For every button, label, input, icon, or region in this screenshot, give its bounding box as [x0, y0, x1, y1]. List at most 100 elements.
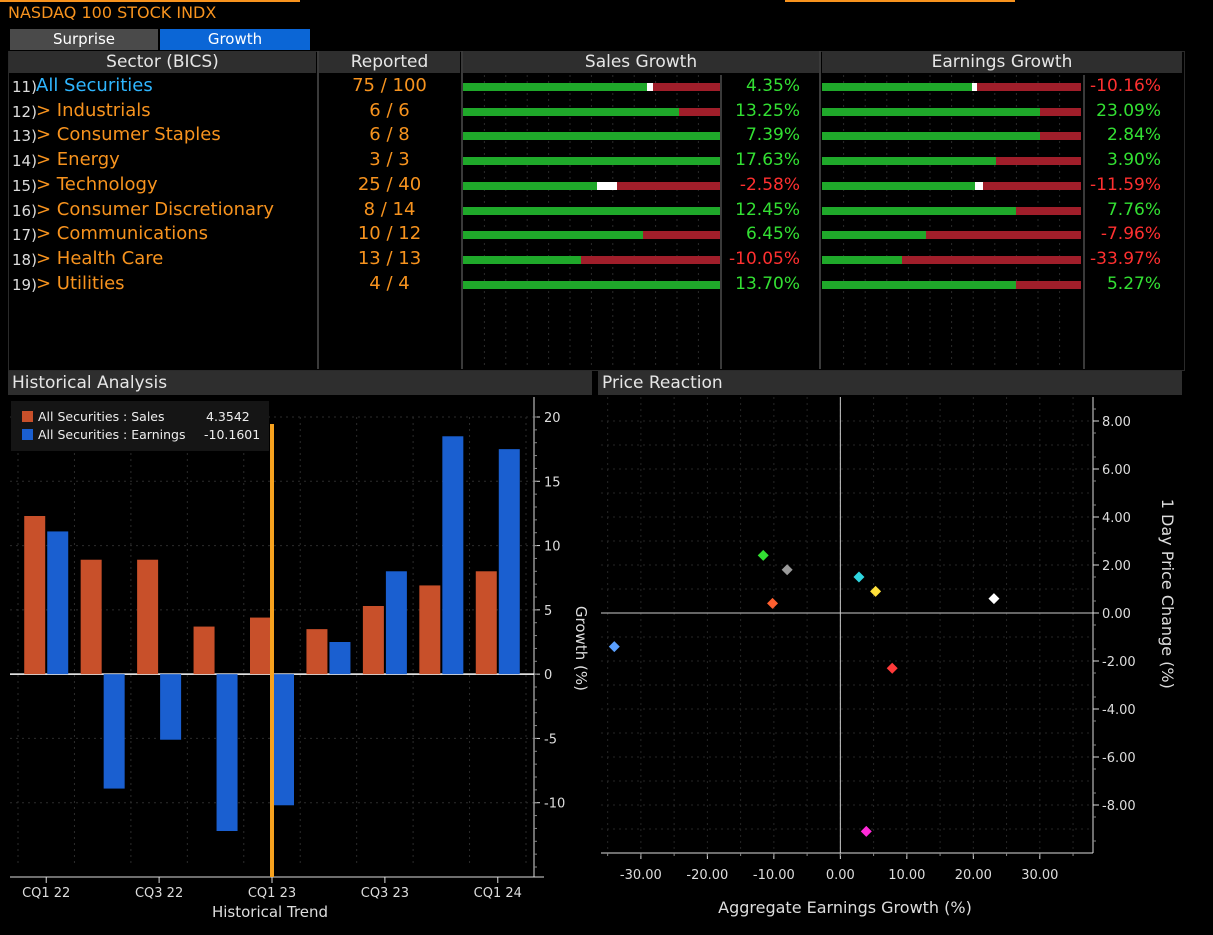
sales-bar-grid	[483, 75, 699, 369]
sector-name[interactable]: > Consumer Discretionary	[36, 198, 275, 220]
sector-name[interactable]: > Communications	[36, 223, 209, 245]
sales-bar[interactable]	[24, 516, 46, 675]
earnings-bar-current[interactable]	[273, 674, 294, 806]
earnings-bar[interactable]	[385, 571, 407, 675]
sales-bar[interactable]	[419, 585, 441, 675]
sector-name[interactable]: All Securities	[36, 75, 153, 96]
earnings-bar-positive	[822, 181, 983, 190]
scatter-point[interactable]	[757, 549, 769, 561]
reported-count: 8 / 14	[363, 198, 416, 220]
sales-growth-bar	[463, 181, 720, 190]
earnings-bar-negative	[1039, 107, 1081, 116]
earnings-growth-value: 23.09%	[1096, 100, 1161, 121]
x-tick-label: CQ3 23	[361, 886, 409, 901]
sales-bar[interactable]	[362, 606, 384, 675]
reported-count: 13 / 13	[357, 247, 422, 269]
scatter-point[interactable]	[988, 593, 1000, 605]
historical-analysis-chart[interactable]: -10 -5 0 5 10 15 20 CQ1 22 CQ3 22 CQ1 23 CQ3 23 CQ1…	[8, 397, 594, 927]
y-tick-label: 4.00	[1102, 511, 1131, 526]
earnings-bar-positive	[822, 132, 1040, 141]
sector-name[interactable]: > Health Care	[36, 247, 164, 269]
y-axis-label: 1 Day Price Change (%)	[1158, 499, 1177, 689]
row-number: 11)	[12, 78, 37, 96]
earnings-growth-bar	[822, 231, 1081, 240]
earnings-bar-negative	[1016, 280, 1081, 289]
sector-name[interactable]: > Industrials	[36, 99, 151, 121]
sales-bar-negative	[581, 255, 720, 264]
header-reported[interactable]: Reported	[319, 51, 460, 73]
earnings-bar[interactable]	[160, 674, 182, 740]
sales-bar[interactable]	[475, 571, 497, 675]
y-tick-label: -8.00	[1102, 799, 1136, 814]
sales-growth-value: 4.35%	[745, 76, 800, 96]
reported-count: 75 / 100	[352, 75, 427, 96]
earnings-bar[interactable]	[498, 449, 520, 675]
tab-growth[interactable]: Growth	[160, 29, 310, 50]
earnings-bar[interactable]	[47, 531, 69, 675]
top-accent-line-right	[785, 0, 1015, 2]
sales-growth-value: 6.45%	[745, 224, 800, 245]
legend-label: All Securities : Earnings	[38, 427, 185, 442]
sales-bar-negative	[653, 83, 720, 91]
scatter-point[interactable]	[870, 585, 882, 597]
scatter-point[interactable]	[886, 662, 898, 674]
header-sector[interactable]: Sector (BICS)	[9, 51, 316, 73]
earnings-bar-negative	[1016, 206, 1081, 215]
tab-surprise[interactable]: Surprise	[10, 29, 158, 50]
header-earnings-growth[interactable]: Earnings Growth	[822, 51, 1182, 73]
y-tick-label: 5	[544, 604, 552, 619]
scatter-point[interactable]	[608, 641, 620, 653]
sector-name[interactable]: > Energy	[36, 149, 120, 171]
sales-bar[interactable]	[80, 559, 102, 675]
earnings-growth-bar	[822, 206, 1081, 215]
earnings-growth-value: 3.90%	[1106, 150, 1161, 171]
period-marker[interactable]	[270, 424, 274, 877]
earnings-growth-value: -7.96%	[1100, 224, 1161, 245]
scatter-point[interactable]	[860, 825, 872, 837]
sales-bar[interactable]	[250, 617, 271, 675]
y-tick-label: -10	[544, 797, 565, 812]
scatter-point[interactable]	[853, 571, 865, 583]
header-sales-growth[interactable]: Sales Growth	[463, 51, 819, 73]
sector-name[interactable]: > Consumer Staples	[36, 124, 221, 146]
earnings-bar-negative	[1039, 132, 1081, 141]
scatter-point[interactable]	[767, 597, 779, 609]
earnings-bar-positive	[822, 255, 903, 264]
earnings-growth-bar	[822, 157, 1081, 166]
reported-count: 4 / 4	[369, 272, 410, 294]
historical-analysis-header: Historical Analysis	[8, 371, 592, 395]
price-reaction-chart[interactable]: 8.00 6.00 4.00 2.00 0.00 -2.00 -4.00 -6.00 -8.00…	[596, 397, 1186, 927]
earnings-bar[interactable]	[103, 674, 125, 789]
earnings-growth-value: -33.97%	[1090, 248, 1161, 269]
earnings-bar-positive	[822, 231, 926, 240]
row-number: 12)	[12, 102, 37, 121]
earnings-bar[interactable]	[216, 674, 238, 831]
column-divider	[1083, 75, 1085, 369]
sales-bar[interactable]	[306, 629, 328, 675]
sector-name[interactable]: > Utilities	[36, 272, 125, 294]
x-tick-label: 30.00	[1021, 868, 1058, 883]
earnings-growth-value: 7.76%	[1106, 199, 1161, 220]
earnings-bar-grid	[843, 75, 1061, 369]
row-number: 15)	[12, 176, 37, 195]
sector-name[interactable]: > Technology	[36, 173, 158, 195]
legend-swatch	[22, 411, 33, 422]
sales-bar[interactable]	[193, 626, 215, 675]
sales-bar[interactable]	[137, 559, 159, 675]
sales-bar-positive	[463, 280, 720, 289]
y-tick-label: -5	[544, 732, 557, 747]
earnings-bar[interactable]	[329, 642, 351, 675]
y-tick-label: -6.00	[1102, 751, 1136, 766]
earnings-bar-positive	[822, 157, 996, 166]
y-tick-label: 8.00	[1102, 415, 1131, 430]
legend-box	[11, 401, 269, 451]
earnings-bar[interactable]	[442, 436, 464, 675]
scatter-point[interactable]	[781, 564, 793, 576]
x-tick-label: 20.00	[955, 868, 992, 883]
sales-bar-positive	[463, 181, 618, 190]
price-reaction-header: Price Reaction	[598, 371, 1182, 395]
y-tick-label: 6.00	[1102, 463, 1131, 478]
sales-growth-value: 13.70%	[735, 273, 800, 294]
sales-growth-bar	[463, 107, 720, 116]
reported-count: 6 / 8	[369, 124, 410, 146]
